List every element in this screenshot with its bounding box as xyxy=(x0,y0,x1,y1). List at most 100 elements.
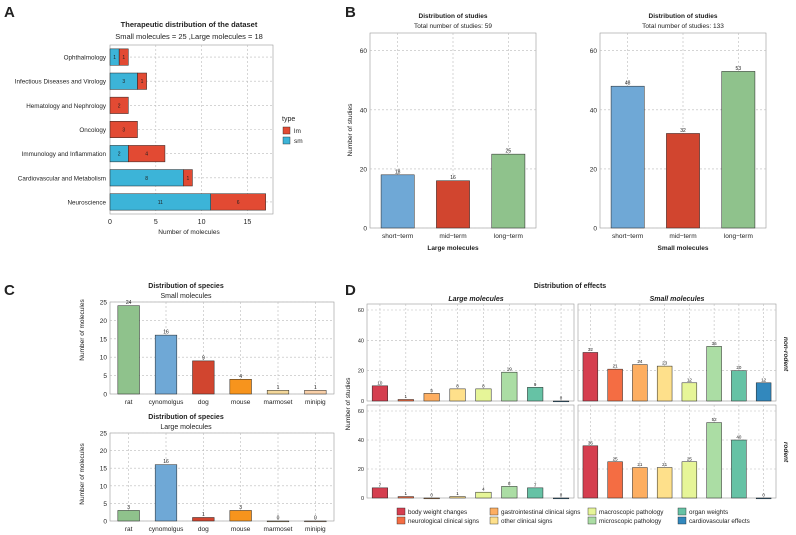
chart-a-title: Therapeutic distribution of the dataset xyxy=(121,20,258,29)
chart-d-small-non-rodent-frame xyxy=(577,303,777,402)
chart-d-large-non-rodent-bar xyxy=(527,387,544,402)
chart-a-data-label-sm: 1 xyxy=(113,55,116,61)
chart-d-large-rodent-data-label: 8 xyxy=(508,481,511,486)
chart-a-bar-lm xyxy=(210,193,266,211)
chart-a-legend-swatch-sm xyxy=(282,136,291,145)
chart-b1-title: Distribution of studies xyxy=(419,13,488,20)
chart-d-legend-label: gastrointestinal clinical signs xyxy=(501,509,580,516)
chart-d-small-non-rodent-data-label: 21 xyxy=(613,364,619,369)
chart-d-small-non-rodent-data-label: 24 xyxy=(637,359,643,364)
chart-d-row-label-rodent: rodent xyxy=(782,442,789,463)
chart-d-col-label-large: Large molecules xyxy=(448,296,503,303)
chart-b2-plot: 0 20 40 60 48 short−term 32 mid−term 53 long−term xyxy=(590,32,767,240)
chart-c1-ytick-label: 25 xyxy=(100,300,108,307)
chart-a-bar-lm xyxy=(109,121,138,138)
chart-d-large-rodent-frame xyxy=(366,404,575,499)
chart-d-large-non-rodent-data-label: 9 xyxy=(534,382,537,387)
chart-c2-bar xyxy=(154,464,178,522)
chart-d-small-rodent-data-label: 25 xyxy=(687,456,693,461)
chart-c2-subtitle: Large molecules xyxy=(160,424,212,431)
chart-d-large-rodent-data-label: 7 xyxy=(534,482,537,487)
chart-a-data-label-lm: 2 xyxy=(118,103,121,109)
chart-b1-xtick-label: mid−term xyxy=(439,233,466,240)
chart-d-small-rodent-data-label: 21 xyxy=(662,462,668,467)
chart-d-legend-label: other clinical signs xyxy=(501,518,552,525)
chart-b2-subtitle: Total number of studies: 133 xyxy=(642,23,724,30)
chart-b2-xlabel: Small molecules xyxy=(658,245,709,252)
chart-c2-xtick-label: marmoset xyxy=(264,526,293,533)
chart-c2-frame xyxy=(109,432,335,522)
chart-c2-bar xyxy=(229,510,252,522)
chart-d-small-non-rodent-bar xyxy=(656,365,673,402)
chart-d-large-rodent-data-label: 1 xyxy=(405,491,408,496)
chart-d-small-rodent-bar xyxy=(706,422,722,499)
chart-c2-bar xyxy=(304,520,327,523)
chart-a-legend-label-lm: lm xyxy=(294,128,301,135)
chart-b2-bar xyxy=(666,133,700,229)
chart-c2-ytick-label: 0 xyxy=(103,519,107,526)
chart-c1-subtitle: Small molecules xyxy=(161,293,212,300)
chart-d-legend-swatch xyxy=(587,516,597,525)
chart-c1-data-label: 1 xyxy=(277,385,280,391)
chart-c1-xtick-label: rat xyxy=(125,399,133,406)
chart-c2-plot: 0 5 10 15 20 25 3 rat 16 cynomolgus 1 dog 3 mouse 0 mar… xyxy=(100,431,335,533)
chart-a-bar-lm xyxy=(118,48,129,66)
chart-d-legend-label: neurological clinical signs xyxy=(408,518,479,525)
chart-a-legend-title: type xyxy=(282,116,295,123)
chart-d-small-non-rodent-data-label: 36 xyxy=(712,341,718,346)
chart-c1-xtick-label: minipig xyxy=(305,399,326,406)
chart-d-small-rodent-bar xyxy=(681,461,698,499)
chart-d-legend-swatch xyxy=(587,507,597,516)
chart-b1-ytick-label: 0 xyxy=(363,226,367,233)
chart-a-ytick-label: Infectious Diseases and Virology xyxy=(15,79,107,86)
chart-d-large-non-rodent-data-label: 0 xyxy=(560,396,563,401)
chart-d-small-non-rodent-bar xyxy=(731,370,747,402)
chart-d-large-non-rodent-bar xyxy=(449,388,466,402)
chart-d-large-non-rodent-ytick-label: 20 xyxy=(358,369,364,375)
chart-a-bar-lm xyxy=(137,72,147,90)
chart-a-data-label-lm: 4 xyxy=(145,152,148,158)
chart-c1-bar xyxy=(117,305,140,395)
chart-d-legend-swatch xyxy=(489,507,499,516)
chart-c1-ytick-label: 20 xyxy=(100,318,108,325)
chart-c2-data-label: 1 xyxy=(202,512,205,518)
chart-d-large-non-rodent-ytick-label: 60 xyxy=(358,308,364,314)
chart-a-xtick-label: 15 xyxy=(243,219,251,226)
chart-d-small-rodent-bar xyxy=(582,445,599,499)
chart-d-large-non-rodent-data-label: 8 xyxy=(456,383,459,388)
chart-d-large-non-rodent-bar xyxy=(397,399,414,402)
chart-a-data-label-sm: 8 xyxy=(145,176,148,182)
chart-d-small-non-rodent-data-label: 12 xyxy=(687,377,693,382)
chart-c2-bar xyxy=(192,517,215,522)
chart-d-large-non-rodent-data-label: 1 xyxy=(405,394,408,399)
chart-c1-ytick-label: 15 xyxy=(100,336,108,343)
chart-d-small-rodent-bar xyxy=(632,467,648,499)
chart-a-legend-swatch-lm xyxy=(282,126,291,135)
chart-a-ytick-label: Cardiovascular and Metabolism xyxy=(18,175,106,182)
chart-d-large-non-rodent-bar xyxy=(475,388,492,402)
chart-d-large-rodent-data-label: 7 xyxy=(379,482,382,487)
chart-a-ytick-label: Oncology xyxy=(79,127,106,134)
chart-b2-bar xyxy=(721,71,756,229)
chart-b2-ytick-label: 0 xyxy=(593,226,597,233)
chart-c1-bar xyxy=(266,390,290,395)
chart-b1-data-label: 18 xyxy=(395,169,401,175)
chart-b2-title: Distribution of studies xyxy=(649,13,718,20)
chart-d-large-non-rodent-ytick-label: 40 xyxy=(358,338,364,344)
chart-d-small-rodent-data-label: 0 xyxy=(762,493,765,498)
chart-d-small-non-rodent-data-label: 20 xyxy=(736,365,742,370)
chart-d-legend-swatch xyxy=(396,507,406,516)
chart-d-large-rodent-ytick-label: 60 xyxy=(358,409,364,415)
chart-a-xtick-label: 10 xyxy=(198,219,206,226)
chart-c1-data-label: 24 xyxy=(126,300,132,306)
chart-b2-bar xyxy=(610,85,645,229)
chart-d-large-non-rodent-bar xyxy=(553,400,570,403)
chart-a-bar-lm xyxy=(109,96,129,114)
chart-d-large-non-rodent-bar xyxy=(501,371,518,402)
chart-b1-ytick-label: 60 xyxy=(360,48,368,55)
chart-d-large-rodent-ytick-label: 0 xyxy=(361,496,364,502)
chart-b1-bar xyxy=(436,180,470,229)
chart-d-small-non-rodent-bar xyxy=(755,382,772,402)
chart-d-small-non-rodent-bar xyxy=(582,352,599,402)
chart-a-ytick-label: Ophthalmology xyxy=(64,55,107,62)
